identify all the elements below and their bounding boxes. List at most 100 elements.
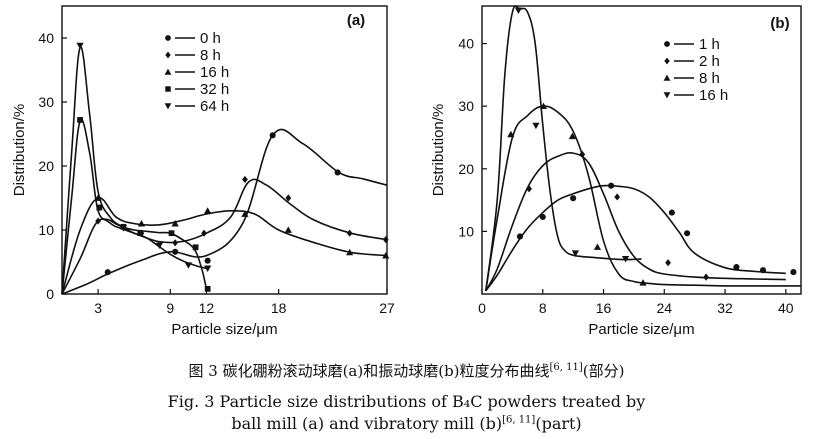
data-point — [269, 132, 276, 139]
caption-cn-tail: (部分) — [582, 362, 625, 380]
x-tick-label: 3 — [94, 300, 102, 316]
panel-label: (b) — [770, 15, 789, 32]
legend-marker — [165, 35, 171, 41]
data-point — [507, 130, 515, 138]
caption-en-tail: (part) — [535, 414, 582, 433]
caption-en-ref: [6, 11] — [502, 414, 536, 426]
data-point — [514, 7, 523, 14]
series-line — [61, 178, 388, 295]
caption-english-line2: ball mill (a) and vibratory mill (b)[6, … — [0, 414, 813, 433]
legend-marker — [663, 74, 671, 81]
legend-marker — [165, 51, 171, 59]
data-point — [104, 269, 111, 276]
x-tick-label: 40 — [778, 300, 794, 316]
legend-label: 2 h — [699, 53, 720, 70]
series-8h — [61, 175, 389, 295]
legend: 1 h2 h8 h16 h — [663, 36, 728, 104]
y-tick-label: 10 — [38, 222, 54, 238]
plot-frame — [61, 5, 388, 295]
caption-english-line1: Fig. 3 Particle size distributions of B₄… — [167, 392, 646, 411]
y-axis-label: Distribution/% — [11, 104, 28, 197]
y-tick-label: 10 — [458, 223, 474, 239]
data-point — [516, 233, 524, 240]
data-point — [76, 42, 84, 50]
legend-marker — [663, 92, 671, 99]
legend-label: 16 h — [200, 64, 229, 81]
data-point — [168, 230, 175, 237]
data-point — [284, 226, 292, 233]
x-tick-label: 18 — [271, 300, 287, 316]
x-tick-label: 12 — [199, 300, 215, 316]
series-1h — [485, 182, 797, 292]
legend-marker — [164, 103, 172, 110]
y-axis-label: Distribution/% — [430, 104, 447, 197]
legend-label: 1 h — [699, 36, 720, 53]
data-point — [155, 242, 164, 249]
series-0h — [61, 128, 388, 295]
data-point — [733, 264, 740, 271]
legend-label: 8 h — [200, 47, 221, 64]
data-point — [204, 207, 212, 214]
data-point — [665, 259, 671, 267]
legend-label: 8 h — [699, 70, 720, 87]
data-point — [614, 193, 621, 201]
panel-a: 3 9 12 18 27 0 10 20 30 40 Particle size/μm Distrib… — [11, 5, 395, 338]
data-point — [684, 230, 691, 237]
data-point — [668, 209, 675, 216]
data-point — [242, 175, 248, 184]
x-tick-label: 16 — [596, 300, 612, 316]
series-line — [61, 118, 208, 295]
x-tick-label: 27 — [379, 300, 395, 316]
data-point — [172, 239, 179, 247]
x-tick-label: 9 — [166, 300, 174, 316]
data-point — [171, 220, 179, 227]
data-point — [346, 229, 353, 237]
data-point — [137, 230, 144, 237]
y-tick-label: 40 — [38, 30, 54, 46]
data-point — [568, 132, 576, 140]
data-point — [204, 257, 211, 264]
y-tick-label: 20 — [38, 158, 54, 174]
y-tick-label: 40 — [458, 36, 474, 52]
series-line — [485, 184, 786, 292]
caption-en-line2-main: ball mill (a) and vibratory mill (b) — [231, 414, 503, 433]
plot-frame — [481, 5, 802, 295]
series-16h — [61, 194, 390, 295]
series-64h — [61, 42, 212, 295]
y-tick-label: 0 — [46, 286, 54, 302]
y-tick-label: 30 — [38, 94, 54, 110]
data-point — [201, 229, 207, 237]
data-point — [593, 243, 602, 250]
data-point — [241, 210, 249, 217]
caption-cn-ref: [6, 11] — [549, 362, 583, 373]
panel-b: 0 8 16 24 32 40 10 20 30 40 Particle size/μm Distri… — [430, 5, 802, 338]
data-point — [570, 195, 577, 202]
x-tick-label: 24 — [656, 300, 672, 316]
data-point — [532, 122, 540, 130]
series-line — [485, 5, 642, 291]
data-point — [621, 256, 630, 263]
series-8h — [485, 102, 801, 292]
data-point — [539, 213, 546, 221]
x-axis-label: Particle size/μm — [171, 321, 277, 338]
series-16h — [485, 5, 642, 291]
legend-marker — [664, 41, 670, 47]
series-line — [485, 105, 801, 292]
legend-marker — [664, 57, 670, 65]
data-point — [790, 269, 797, 276]
legend: 0 h8 h16 h32 h64 h — [164, 30, 229, 115]
data-point — [526, 185, 532, 193]
legend-marker — [165, 86, 171, 92]
series-2h — [485, 150, 786, 292]
data-point — [204, 265, 212, 272]
data-point — [95, 217, 101, 225]
data-point — [204, 286, 211, 292]
data-point — [571, 250, 580, 257]
data-point — [639, 279, 647, 286]
data-point — [608, 182, 615, 189]
x-axis-label: Particle size/μm — [588, 321, 694, 338]
y-tick-label: 20 — [458, 161, 474, 177]
data-point — [172, 248, 179, 255]
legend-label: 0 h — [200, 30, 221, 47]
